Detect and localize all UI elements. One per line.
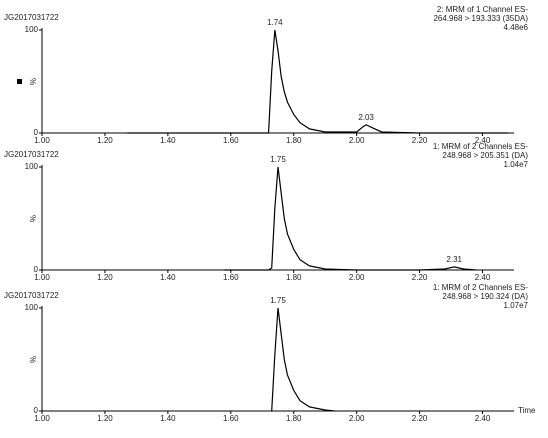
y-tick-label: 0 — [34, 128, 39, 137]
x-tick-label: 1.80 — [286, 273, 302, 282]
y-tick-label: 100 — [25, 25, 39, 34]
channel-info: 1.04e7 — [504, 160, 529, 169]
peak-label: 1.75 — [270, 296, 286, 305]
channel-info: 1: MRM of 2 Channels ES- — [433, 142, 528, 151]
y-tick-label: 100 — [25, 162, 39, 171]
x-tick-label: 1.60 — [223, 414, 239, 423]
peak-label: 2.31 — [446, 255, 462, 264]
x-tick-label: 2.40 — [475, 414, 491, 423]
x-tick-label: 1.20 — [97, 414, 113, 423]
channel-info: 248.968 > 190.324 (DA) — [442, 292, 528, 301]
y-tick-label: 0 — [34, 406, 39, 415]
x-tick-label: 1.40 — [160, 414, 176, 423]
trace — [271, 307, 335, 412]
x-tick-label: 2.00 — [349, 414, 365, 423]
peak-label: 1.74 — [267, 18, 283, 27]
x-tick-label: 1.00 — [34, 136, 50, 145]
x-tick-label: 2.20 — [412, 136, 428, 145]
channel-info: 264.968 > 193.333 (35DA) — [433, 14, 528, 23]
trace — [126, 29, 508, 134]
y-axis-label: % — [29, 215, 38, 222]
peak-label: 2.03 — [358, 113, 374, 122]
channel-info: 2: MRM of 1 Channel ES- — [437, 5, 528, 14]
sample-label: JG2017031722 — [4, 291, 59, 300]
x-tick-label: 1.80 — [286, 414, 302, 423]
channel-info: 248.968 > 205.351 (DA) — [442, 151, 528, 160]
x-tick-label: 1.40 — [160, 136, 176, 145]
x-tick-label: 2.00 — [349, 273, 365, 282]
x-tick-label: 1.00 — [34, 273, 50, 282]
y-axis-label: % — [29, 78, 38, 85]
peak-label: 1.75 — [270, 155, 286, 164]
trace — [224, 166, 477, 271]
sample-label: JG2017031722 — [4, 13, 59, 22]
channel-info: 4.48e6 — [504, 23, 529, 32]
x-tick-label: 2.40 — [475, 273, 491, 282]
x-tick-label: 2.20 — [412, 273, 428, 282]
sample-label: JG2017031722 — [4, 150, 59, 159]
x-tick-label: 1.60 — [223, 273, 239, 282]
x-tick-label: 2.40 — [475, 136, 491, 145]
y-tick-label: 100 — [25, 303, 39, 312]
x-tick-label: 1.80 — [286, 136, 302, 145]
x-tick-label: 2.00 — [349, 136, 365, 145]
marker — [17, 79, 22, 84]
x-tick-label: 1.00 — [34, 414, 50, 423]
y-axis-label: % — [29, 356, 38, 363]
channel-info: 1.07e7 — [504, 301, 529, 310]
x-axis-label: Time — [518, 406, 536, 415]
x-tick-label: 1.40 — [160, 273, 176, 282]
x-tick-label: 2.20 — [412, 414, 428, 423]
x-tick-label: 1.20 — [97, 136, 113, 145]
x-tick-label: 1.60 — [223, 136, 239, 145]
channel-info: 1: MRM of 2 Channels ES- — [433, 283, 528, 292]
y-tick-label: 0 — [34, 265, 39, 274]
x-tick-label: 1.20 — [97, 273, 113, 282]
